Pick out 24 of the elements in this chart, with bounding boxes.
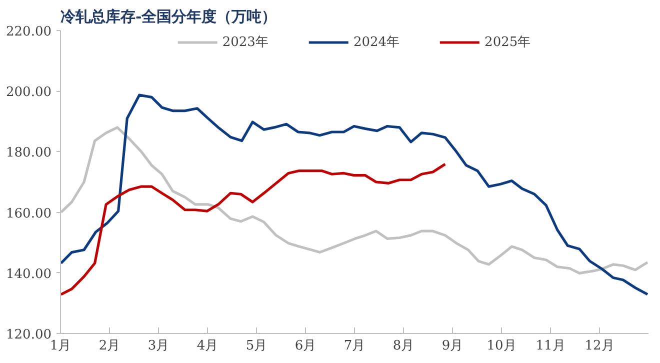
x-tick-label: 7月 (344, 338, 366, 354)
line-series (60, 162, 446, 296)
legend-label: 2024年 (353, 34, 400, 51)
y-tick-label: 160.00 (6, 206, 52, 222)
x-tick-label: 5月 (246, 338, 268, 354)
x-tick-label: 12月 (584, 338, 614, 354)
y-tick-label: 140.00 (6, 266, 52, 282)
x-tick-label: 1月 (50, 338, 72, 354)
x-tick-label: 3月 (148, 338, 170, 354)
y-tick-label: 180.00 (6, 146, 52, 161)
x-tick-label: 11月 (536, 338, 566, 354)
x-tick-label: 9月 (442, 338, 464, 354)
x-tick-label: 10月 (486, 338, 516, 354)
chart-title: 冷轧总库存-全国分年度（万吨） (60, 8, 277, 26)
y-tick-label: 120.00 (6, 328, 52, 342)
x-tick-label: 2月 (98, 338, 120, 354)
legend-label: 2025年 (484, 34, 531, 51)
y-tick-label: 200.00 (6, 85, 52, 100)
x-tick-label: 8月 (392, 338, 414, 354)
line-series (60, 94, 648, 296)
x-tick-label: 4月 (196, 338, 218, 354)
x-tick-label: 6月 (294, 338, 316, 354)
legend-label: 2023年 (222, 34, 268, 51)
y-tick-label: 220.00 (6, 24, 52, 40)
